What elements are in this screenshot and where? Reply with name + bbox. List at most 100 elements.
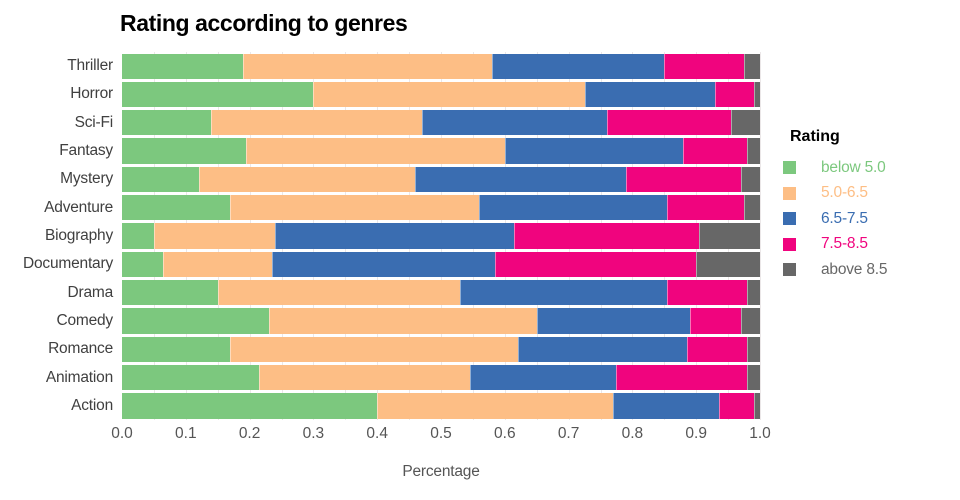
bar-segment bbox=[584, 81, 716, 108]
bar-segment bbox=[275, 223, 515, 249]
category-label: Documentary bbox=[23, 255, 113, 273]
bar-segment bbox=[606, 110, 732, 136]
bar-segment bbox=[230, 195, 480, 221]
bar-row bbox=[122, 222, 760, 250]
bar-row bbox=[122, 392, 760, 420]
x-tick-label: 0.5 bbox=[430, 425, 452, 442]
bar-segment bbox=[259, 364, 470, 391]
bar-row bbox=[122, 307, 760, 335]
legend-items: below 5.0 5.0-6.5 6.5-7.5 7.5-8.5 above 8.5 bbox=[783, 155, 958, 283]
category-label: Horror bbox=[70, 85, 113, 103]
bar-segment bbox=[421, 110, 607, 136]
legend-item-label: 6.5-7.5 bbox=[821, 209, 868, 227]
x-axis-ticks: 0.0 0.1 0.2 0.3 0.4 0.5 0.6 0.7 0.8 0.9 1.0 bbox=[111, 425, 771, 445]
bar-segment bbox=[747, 336, 760, 362]
legend-swatch-icon bbox=[783, 161, 796, 175]
bar-segment bbox=[153, 223, 276, 249]
category-label: Drama bbox=[67, 283, 113, 301]
bar-segment bbox=[744, 195, 760, 221]
bar-segment bbox=[313, 81, 585, 108]
bar-segment bbox=[460, 280, 668, 306]
legend: Rating below 5.0 5.0-6.5 6.5-7.5 7.5-8.5 abo… bbox=[783, 128, 958, 283]
bar-segment bbox=[122, 393, 378, 419]
bar-segment bbox=[377, 393, 614, 419]
bar-segment bbox=[495, 251, 697, 277]
bar-segment bbox=[217, 280, 461, 306]
legend-title: Rating bbox=[790, 128, 840, 145]
gridline bbox=[760, 52, 761, 420]
x-axis-title: Percentage bbox=[402, 463, 480, 480]
bar-segment bbox=[268, 308, 537, 334]
chart-title: Rating according to genres bbox=[120, 10, 408, 36]
bar-segment bbox=[536, 308, 690, 334]
bar-segment bbox=[122, 81, 314, 108]
bar-segment bbox=[479, 195, 668, 221]
x-tick-label: 0.2 bbox=[238, 425, 261, 442]
bar-row bbox=[122, 109, 760, 137]
category-label: Mystery bbox=[60, 170, 113, 188]
legend-item-label: below 5.0 bbox=[821, 158, 886, 176]
bar-segment bbox=[683, 138, 748, 164]
legend-item: 7.5-8.5 bbox=[783, 232, 958, 258]
x-tick-label: 0.7 bbox=[557, 425, 580, 442]
bar-segment bbox=[246, 138, 505, 164]
bar-segment bbox=[686, 336, 748, 362]
bar-row bbox=[122, 250, 760, 278]
legend-item-label: above 8.5 bbox=[821, 260, 888, 278]
legend-swatch-icon bbox=[783, 212, 796, 226]
bar-segment bbox=[122, 223, 154, 249]
bar-segment bbox=[625, 166, 741, 193]
category-label: Adventure bbox=[44, 198, 113, 216]
bar-row bbox=[122, 335, 760, 363]
category-label: Fantasy bbox=[59, 142, 113, 160]
x-tick-label: 0.0 bbox=[111, 425, 133, 442]
x-tick-label: 0.9 bbox=[685, 425, 707, 442]
bar-segment bbox=[715, 81, 754, 108]
bar-segment bbox=[753, 81, 760, 108]
legend-item: 5.0-6.5 bbox=[783, 181, 958, 207]
bar-segment bbox=[122, 53, 244, 79]
bar-segment bbox=[163, 251, 272, 277]
bar-segment bbox=[415, 166, 626, 193]
bar-segment bbox=[689, 308, 741, 334]
legend-item-label: 5.0-6.5 bbox=[821, 184, 868, 202]
bar-segment bbox=[211, 110, 422, 136]
bar-segment bbox=[122, 336, 231, 362]
bar-segment bbox=[469, 364, 617, 391]
y-axis-labels: Thriller Horror Sci-Fi Fantasy Mystery Advent… bbox=[0, 52, 113, 420]
bar-row bbox=[122, 194, 760, 222]
bar-segment bbox=[664, 53, 745, 79]
bar-segment bbox=[504, 138, 684, 164]
category-label: Action bbox=[71, 396, 113, 414]
bar-segment bbox=[753, 393, 760, 419]
bar-row bbox=[122, 80, 760, 108]
bar-segment bbox=[122, 110, 212, 136]
legend-item: 6.5-7.5 bbox=[783, 206, 958, 232]
bar-segment bbox=[731, 110, 760, 136]
bar-segment bbox=[744, 53, 760, 79]
bar-segment bbox=[514, 223, 700, 249]
plot-area bbox=[122, 52, 761, 420]
bar-segment bbox=[492, 53, 665, 79]
bar-row bbox=[122, 279, 760, 307]
category-label: Comedy bbox=[56, 311, 113, 329]
bar-segment bbox=[667, 280, 748, 306]
bar-row bbox=[122, 52, 760, 80]
x-tick-label: 1.0 bbox=[749, 425, 771, 442]
bar-segment bbox=[747, 138, 760, 164]
legend-swatch-icon bbox=[783, 237, 796, 251]
bar-row bbox=[122, 137, 760, 165]
bar-segment bbox=[747, 364, 760, 391]
legend-item: below 5.0 bbox=[783, 155, 958, 181]
bar-segment bbox=[616, 364, 748, 391]
legend-item-label: 7.5-8.5 bbox=[821, 235, 868, 253]
legend-item: above 8.5 bbox=[783, 257, 958, 283]
category-label: Sci-Fi bbox=[74, 113, 114, 131]
bar-segment bbox=[198, 166, 416, 193]
x-tick-label: 0.1 bbox=[175, 425, 197, 442]
x-tick-label: 0.8 bbox=[621, 425, 644, 442]
bar-segment bbox=[230, 336, 518, 362]
bar-segment bbox=[699, 223, 760, 249]
category-label: Romance bbox=[48, 340, 113, 358]
x-tick-label: 0.6 bbox=[494, 425, 516, 442]
